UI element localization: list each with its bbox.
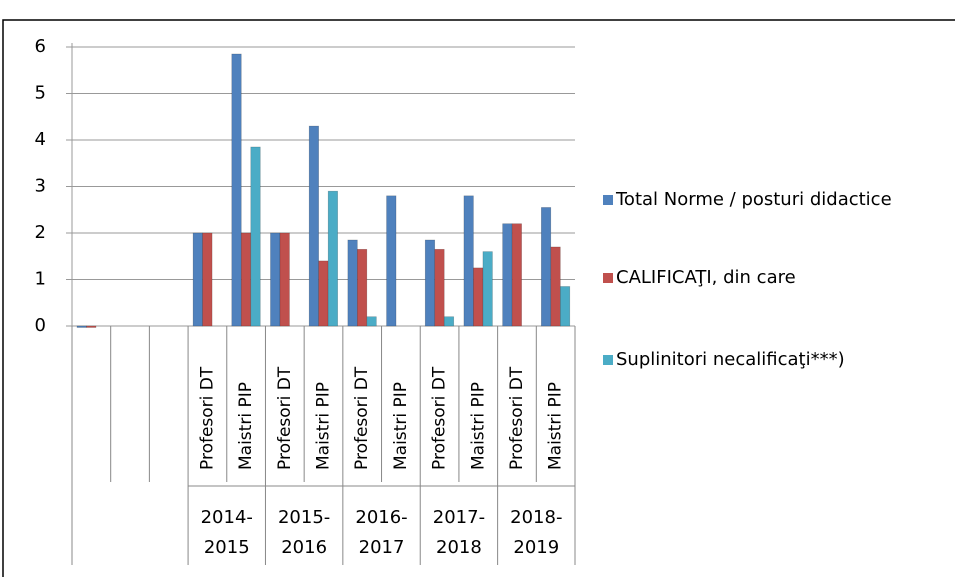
legend-label: CALIFICAŢI, din care <box>616 267 796 288</box>
group-label: 2018 <box>436 537 482 558</box>
bar <box>240 232 252 327</box>
y-tick-label: 4 <box>35 129 46 150</box>
bar <box>357 248 368 327</box>
bar <box>279 232 290 327</box>
group-label: 2019 <box>513 537 559 558</box>
bar <box>192 232 203 327</box>
group-label: 2017- <box>433 507 485 528</box>
x-tick-label: Maistri PIP <box>314 382 334 470</box>
y-tick-label: 1 <box>35 269 46 290</box>
bar <box>86 325 97 328</box>
bar <box>502 223 513 327</box>
group-label: 2017 <box>359 537 405 558</box>
x-tick-label: Profesori DT <box>352 366 372 470</box>
bar <box>308 125 319 327</box>
bar <box>202 232 213 327</box>
legend-swatch <box>603 355 613 365</box>
bar <box>482 251 493 327</box>
y-tick-label: 2 <box>35 222 46 243</box>
bar <box>550 246 561 327</box>
group-label: 2016- <box>355 507 407 528</box>
bar <box>560 286 571 327</box>
group-label: 2018- <box>510 507 562 528</box>
legend-swatch <box>603 195 613 205</box>
group-label: 2016 <box>281 537 327 558</box>
x-tick-label: Profesori DT <box>507 366 527 470</box>
y-tick-label: 0 <box>35 315 46 336</box>
bar <box>386 195 397 327</box>
bar <box>511 223 522 327</box>
bar <box>231 53 242 327</box>
y-tick-label: 6 <box>35 36 46 57</box>
bar <box>347 239 358 327</box>
group-label: 2015- <box>278 507 330 528</box>
group-label: 2015 <box>204 537 250 558</box>
bar <box>76 325 87 328</box>
bar <box>327 190 338 327</box>
bar <box>424 239 436 327</box>
x-tick-label: Profesori DT <box>275 366 295 470</box>
bar <box>318 260 329 327</box>
x-tick-label: Maistri PIP <box>468 382 488 470</box>
x-tick-label: Maistri PIP <box>391 382 411 470</box>
y-tick-label: 3 <box>35 176 46 197</box>
x-tick-label: Profesori DT <box>197 366 217 470</box>
bar <box>434 248 445 327</box>
bar <box>463 195 474 327</box>
bar <box>541 207 552 327</box>
chart-frame <box>2 19 955 577</box>
bar <box>250 146 261 327</box>
legend-label: Total Norme / posturi didactice <box>616 189 892 210</box>
bar <box>473 267 484 327</box>
group-label: 2014- <box>201 507 253 528</box>
bar <box>366 316 377 327</box>
x-tick-label: Maistri PIP <box>546 382 566 470</box>
legend-label: Suplinitori necalificaţi***) <box>616 349 845 370</box>
x-tick-label: Maistri PIP <box>236 382 256 470</box>
bar <box>443 316 455 327</box>
y-tick-label: 5 <box>35 83 46 104</box>
bar <box>270 232 281 327</box>
x-tick-label: Profesori DT <box>430 366 450 470</box>
legend-swatch <box>603 273 613 283</box>
